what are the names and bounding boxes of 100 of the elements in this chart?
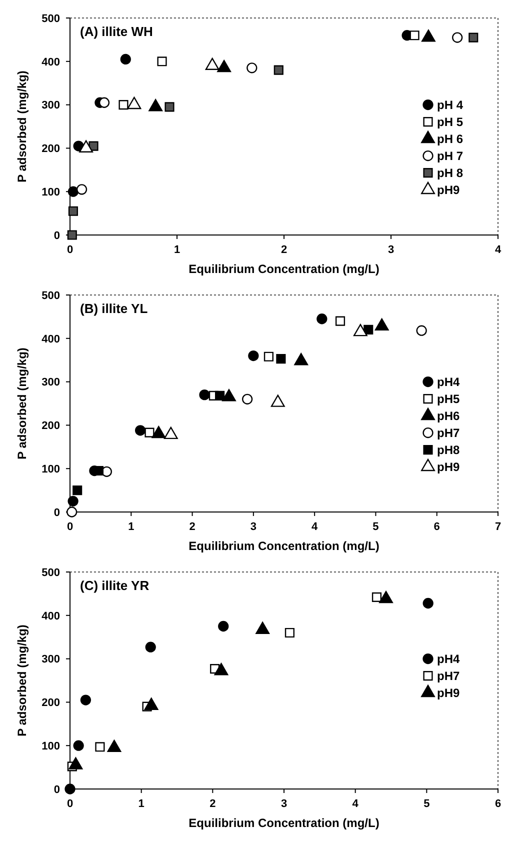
x-tick-label: 0 bbox=[66, 798, 74, 810]
point bbox=[67, 230, 77, 240]
legend-label: pH7 bbox=[437, 426, 460, 440]
point bbox=[68, 206, 78, 216]
legend-label: pH 5 bbox=[437, 115, 464, 129]
legend-label: pH4 bbox=[437, 375, 460, 389]
point bbox=[72, 486, 82, 496]
point bbox=[64, 784, 76, 794]
point bbox=[274, 65, 284, 75]
legend-label: pH8 bbox=[437, 443, 460, 457]
legend-label: pH5 bbox=[437, 392, 460, 406]
point bbox=[88, 141, 98, 151]
x-axis-title: Equilibrium Concentration (mg/L) bbox=[188, 262, 380, 276]
y-tick-label: 100 bbox=[42, 740, 60, 752]
point bbox=[335, 316, 346, 326]
point bbox=[242, 394, 253, 404]
point bbox=[422, 598, 434, 609]
legend-label: pH6 bbox=[437, 409, 460, 423]
x-tick-label: 4 bbox=[312, 521, 319, 533]
point bbox=[120, 54, 131, 65]
x-axis-title: Equilibrium Concentration (mg/L) bbox=[188, 816, 380, 830]
x-tick-label: 1 bbox=[138, 798, 144, 810]
point bbox=[276, 354, 286, 364]
point bbox=[118, 100, 128, 110]
x-tick-label: 0 bbox=[66, 521, 74, 533]
y-tick-label: 300 bbox=[42, 100, 60, 112]
point bbox=[95, 742, 105, 752]
x-tick-label: 2 bbox=[280, 244, 288, 256]
y-axis-title: P adsorbed (mg/kg) bbox=[15, 348, 29, 460]
x-tick-label: 6 bbox=[494, 798, 502, 810]
point bbox=[68, 496, 78, 506]
point bbox=[98, 97, 110, 108]
y-tick-label: 0 bbox=[54, 784, 60, 796]
y-tick-label: 200 bbox=[42, 420, 60, 432]
point bbox=[66, 506, 78, 518]
x-tick-label: 2 bbox=[210, 798, 216, 810]
point bbox=[452, 32, 463, 43]
y-tick-label: 400 bbox=[42, 333, 60, 346]
point bbox=[416, 325, 427, 336]
point bbox=[410, 30, 420, 40]
point bbox=[316, 314, 328, 324]
y-tick-label: 500 bbox=[42, 566, 60, 579]
x-tick-label: 3 bbox=[250, 521, 256, 533]
y-tick-label: 0 bbox=[54, 230, 60, 242]
text: (C) illite YR bbox=[80, 578, 150, 593]
legend-label: pH 8 bbox=[437, 166, 464, 180]
point bbox=[248, 350, 259, 362]
x-tick-label: 1 bbox=[128, 521, 134, 533]
point bbox=[164, 102, 174, 112]
point bbox=[157, 56, 167, 66]
x-tick-label: 7 bbox=[494, 521, 502, 533]
legend-label: pH4 bbox=[437, 652, 460, 666]
point bbox=[372, 592, 382, 602]
point bbox=[246, 62, 258, 74]
x-tick-label: 6 bbox=[434, 521, 440, 533]
point bbox=[144, 428, 154, 438]
legend-label: pH 4 bbox=[437, 98, 464, 112]
text: (A) illite WH bbox=[80, 24, 153, 39]
point bbox=[134, 425, 146, 436]
x-tick-label: 5 bbox=[424, 798, 430, 810]
legend-label: pH9 bbox=[437, 460, 460, 474]
legend-label: pH9 bbox=[437, 183, 460, 197]
y-tick-label: 200 bbox=[42, 143, 60, 156]
point bbox=[218, 620, 229, 632]
y-tick-label: 300 bbox=[42, 654, 60, 666]
point bbox=[199, 390, 210, 400]
x-tick-label: 1 bbox=[174, 244, 180, 256]
point bbox=[284, 628, 294, 638]
point bbox=[264, 352, 274, 362]
point bbox=[468, 32, 478, 42]
y-tick-label: 400 bbox=[42, 56, 60, 68]
legend-label: pH 7 bbox=[437, 149, 464, 163]
x-tick-label: 3 bbox=[280, 798, 288, 810]
point bbox=[145, 642, 156, 652]
y-tick-label: 0 bbox=[54, 506, 60, 519]
x-axis-title: Equilibrium Concentration (mg/L) bbox=[188, 539, 380, 553]
x-tick-label: 4 bbox=[352, 798, 360, 810]
x-tick-label: 4 bbox=[494, 244, 502, 256]
y-tick-label: 300 bbox=[42, 376, 60, 389]
text: (B) illite YL bbox=[80, 301, 148, 316]
point bbox=[76, 184, 88, 195]
x-tick-label: 0 bbox=[66, 244, 74, 256]
point bbox=[73, 740, 84, 751]
y-axis-title: P adsorbed (mg/kg) bbox=[15, 624, 29, 736]
y-tick-label: 500 bbox=[42, 290, 60, 302]
y-tick-label: 100 bbox=[42, 463, 60, 476]
y-axis-title: P adsorbed (mg/kg) bbox=[15, 70, 29, 182]
y-tick-label: 200 bbox=[42, 697, 60, 710]
y-tick-label: 400 bbox=[42, 610, 60, 622]
legend-label: pH7 bbox=[437, 669, 460, 683]
point bbox=[68, 186, 79, 197]
point bbox=[215, 390, 225, 400]
y-tick-label: 100 bbox=[42, 186, 60, 198]
legend-label: pH9 bbox=[437, 686, 460, 700]
legend-label: pH 6 bbox=[437, 132, 464, 146]
x-tick-label: 2 bbox=[189, 521, 196, 533]
y-tick-label: 500 bbox=[42, 12, 60, 25]
x-tick-label: 3 bbox=[388, 244, 394, 256]
point bbox=[80, 694, 92, 706]
x-tick-label: 5 bbox=[372, 521, 379, 533]
